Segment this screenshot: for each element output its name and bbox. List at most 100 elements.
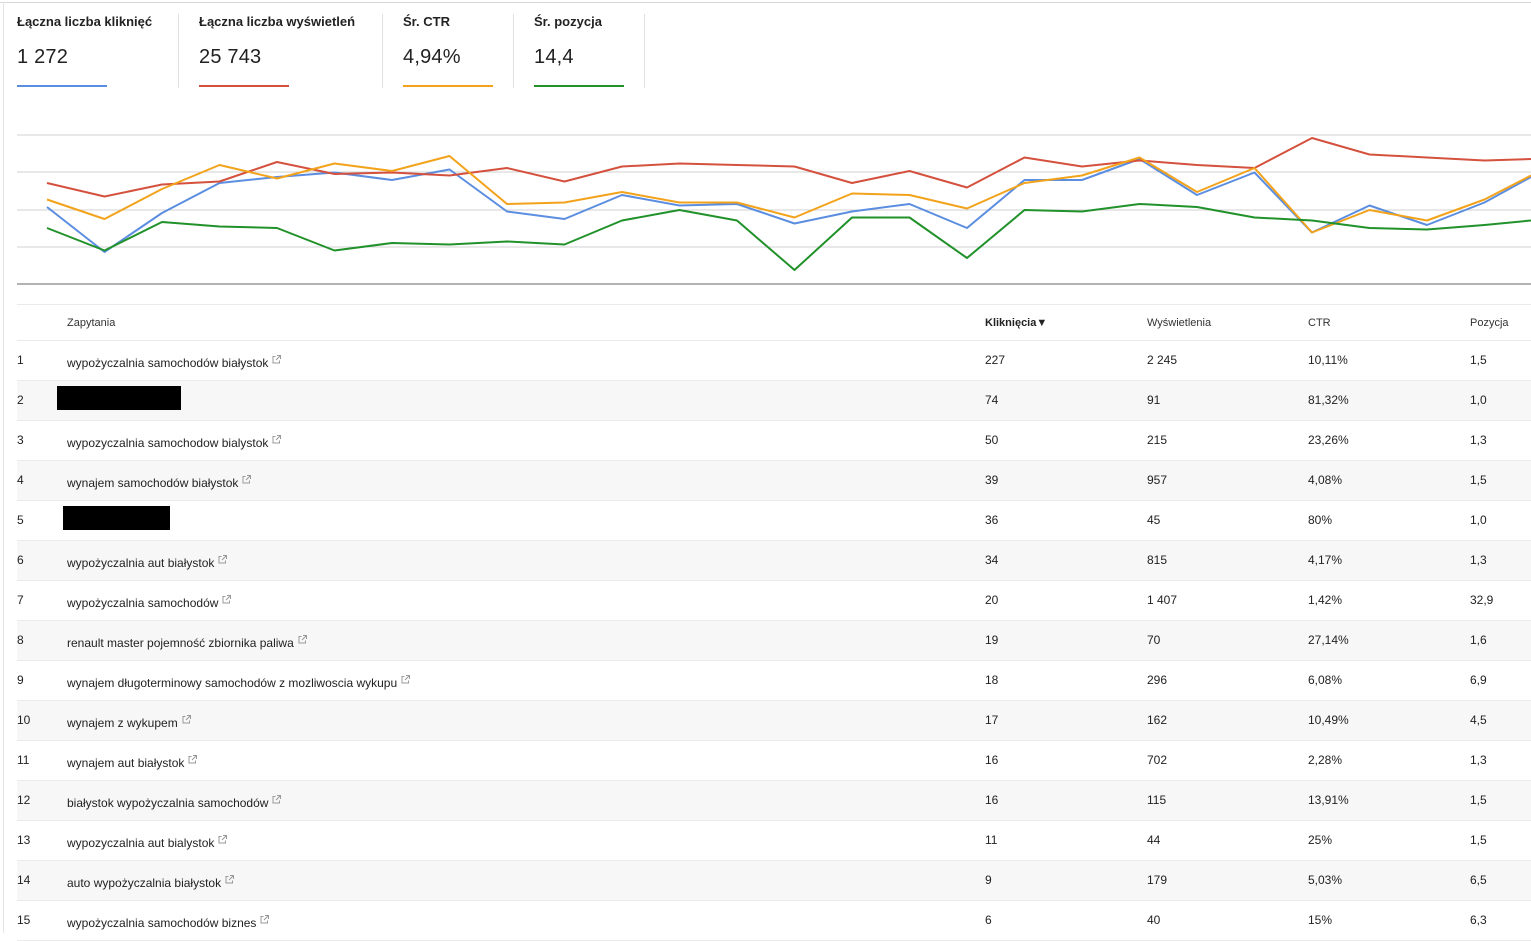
header-ctr[interactable]: CTR xyxy=(1308,317,1331,329)
clicks-cell: 20 xyxy=(985,593,999,607)
external-link-icon[interactable] xyxy=(272,353,282,364)
query-cell[interactable]: wypozyczalnia aut bialystok xyxy=(67,833,228,850)
external-link-icon[interactable] xyxy=(225,873,235,884)
position-cell: 4,5 xyxy=(1470,713,1487,727)
metric-position[interactable]: Śr. pozycja 14,4 xyxy=(534,14,624,88)
clicks-cell: 9 xyxy=(985,873,992,887)
series-line-1 xyxy=(46,137,1531,198)
metric-ctr-color-bar xyxy=(403,85,493,87)
query-cell[interactable]: renault master pojemność zbiornika paliw… xyxy=(67,633,307,650)
ctr-cell: 5,03% xyxy=(1308,873,1343,887)
query-text[interactable]: wypożyczalnia samochodów białystok xyxy=(67,356,269,370)
external-link-icon[interactable] xyxy=(260,913,270,924)
position-cell: 32,9 xyxy=(1470,593,1494,607)
query-cell[interactable]: wynajem samochodów białystok xyxy=(67,473,252,490)
query-text[interactable]: wypożyczalnia samochodów biznes xyxy=(67,916,257,930)
metric-ctr[interactable]: Śr. CTR 4,94% xyxy=(403,14,493,88)
table-row[interactable]: 2 74 91 81,32% 1,0 xyxy=(17,381,1531,421)
clicks-cell: 34 xyxy=(985,553,999,567)
query-cell[interactable]: auto wypożyczalnia białystok xyxy=(67,873,235,890)
table-row[interactable]: 14 auto wypożyczalnia białystok 9 179 5,03% 6… xyxy=(17,861,1531,901)
table-row[interactable]: 3 wypozyczalnia samochodow bialystok 50 215… xyxy=(17,421,1531,461)
header-impressions[interactable]: Wyświetlenia xyxy=(1147,317,1212,329)
query-cell[interactable]: wypożyczalnia aut białystok xyxy=(67,553,228,570)
external-link-icon[interactable] xyxy=(272,793,282,804)
metric-position-color-bar xyxy=(534,85,624,87)
external-link-icon[interactable] xyxy=(222,593,232,604)
table-row[interactable]: 1 wypożyczalnia samochodów białystok 227 2 … xyxy=(17,341,1531,381)
position-cell: 6,9 xyxy=(1470,673,1487,687)
query-text[interactable]: auto wypożyczalnia białystok xyxy=(67,876,222,890)
external-link-icon[interactable] xyxy=(218,553,228,564)
clicks-cell: 50 xyxy=(985,433,999,447)
impressions-cell: 957 xyxy=(1147,473,1168,487)
metric-impressions-label: Łączna liczba wyświetleń xyxy=(199,14,356,29)
query-text[interactable]: wypozyczalnia aut bialystok xyxy=(67,836,215,850)
query-cell[interactable]: wypożyczalnia samochodów białystok xyxy=(67,353,282,370)
query-cell[interactable]: wypożyczalnia samochodów xyxy=(67,593,232,610)
ctr-cell: 1,42% xyxy=(1308,593,1343,607)
series-line-3 xyxy=(46,203,1531,271)
query-text[interactable]: wynajem długoterminowy samochodów z mozl… xyxy=(67,676,398,690)
row-number: 3 xyxy=(17,433,24,447)
position-cell: 1,6 xyxy=(1470,633,1487,647)
external-link-icon[interactable] xyxy=(401,673,411,684)
query-text[interactable]: renault master pojemność zbiornika paliw… xyxy=(67,636,294,650)
position-cell: 1,5 xyxy=(1470,833,1487,847)
query-cell[interactable]: białystok wypożyczalnia samochodów xyxy=(67,793,282,810)
position-cell: 6,5 xyxy=(1470,873,1487,887)
external-link-icon[interactable] xyxy=(182,713,191,724)
header-queries[interactable]: Zapytania xyxy=(67,317,116,329)
clicks-cell: 16 xyxy=(985,753,999,767)
query-cell[interactable]: wypozyczalnia samochodow bialystok xyxy=(67,433,282,450)
query-text[interactable]: wypożyczalnia aut białystok xyxy=(67,556,215,570)
impressions-cell: 115 xyxy=(1147,793,1167,807)
table-row[interactable]: 8 renault master pojemność zbiornika pali… xyxy=(17,621,1531,661)
table-row[interactable]: 10 wynajem z wykupem 17 162 10,49% 4,5 xyxy=(17,701,1531,741)
external-link-icon[interactable] xyxy=(188,753,198,764)
position-cell: 1,3 xyxy=(1470,553,1487,567)
query-cell[interactable]: wynajem z wykupem xyxy=(67,713,191,730)
impressions-cell: 44 xyxy=(1147,833,1161,847)
external-link-icon[interactable] xyxy=(298,633,307,644)
ctr-cell: 2,28% xyxy=(1308,753,1343,767)
query-text[interactable]: wypożyczalnia samochodów xyxy=(67,596,219,610)
header-clicks-sorted[interactable]: Kliknięcia▼ xyxy=(985,317,1048,329)
row-number: 13 xyxy=(17,833,31,847)
table-row[interactable]: 15 wypożyczalnia samochodów biznes 6 40 15% 6… xyxy=(17,901,1531,941)
table-row[interactable]: 5 36 45 80% 1,0 xyxy=(17,501,1531,541)
clicks-cell: 39 xyxy=(985,473,999,487)
table-row[interactable]: 6 wypożyczalnia aut białystok 34 815 4,17% 1,… xyxy=(17,541,1531,581)
table-row[interactable]: 7 wypożyczalnia samochodów 20 1 407 1,42% 32,… xyxy=(17,581,1531,621)
table-row[interactable]: 11 wynajem aut białystok 16 702 2,28% 1,3 xyxy=(17,741,1531,781)
header-position[interactable]: Pozycja xyxy=(1470,317,1509,329)
redacted-query-block xyxy=(57,386,181,410)
query-text[interactable]: wynajem z wykupem xyxy=(67,716,178,730)
query-cell[interactable]: wynajem aut białystok xyxy=(67,753,198,770)
position-cell: 1,3 xyxy=(1470,433,1487,447)
query-cell[interactable]: wynajem długoterminowy samochodów z mozl… xyxy=(67,673,411,690)
ctr-cell: 4,17% xyxy=(1308,553,1343,567)
query-text[interactable]: białystok wypożyczalnia samochodów xyxy=(67,796,269,810)
ctr-cell: 23,26% xyxy=(1308,433,1349,447)
table-row[interactable]: 4 wynajem samochodów białystok 39 957 4,08% 1… xyxy=(17,461,1531,501)
external-link-icon[interactable] xyxy=(218,833,228,844)
metric-impressions-color-bar xyxy=(199,85,289,87)
query-text[interactable]: wypozyczalnia samochodow bialystok xyxy=(67,436,269,450)
table-row[interactable]: 13 wypozyczalnia aut bialystok 11 44 25% 1,5 xyxy=(17,821,1531,861)
ctr-cell: 81,32% xyxy=(1308,393,1349,407)
clicks-cell: 6 xyxy=(985,913,992,927)
ctr-cell: 4,08% xyxy=(1308,473,1343,487)
ctr-cell: 6,08% xyxy=(1308,673,1343,687)
metric-ctr-label: Śr. CTR xyxy=(403,14,450,29)
metric-divider xyxy=(644,14,645,88)
table-row[interactable]: 9 wynajem długoterminowy samochodów z moz… xyxy=(17,661,1531,701)
external-link-icon[interactable] xyxy=(242,473,252,484)
table-row[interactable]: 12 białystok wypożyczalnia samochodów 16 11… xyxy=(17,781,1531,821)
metric-clicks[interactable]: Łączna liczba kliknięć 1 272 xyxy=(17,14,152,88)
external-link-icon[interactable] xyxy=(272,433,282,444)
query-cell[interactable]: wypożyczalnia samochodów biznes xyxy=(67,913,270,930)
query-text[interactable]: wynajem aut białystok xyxy=(67,756,185,770)
metric-impressions[interactable]: Łączna liczba wyświetleń 25 743 xyxy=(199,14,355,88)
query-text[interactable]: wynajem samochodów białystok xyxy=(67,476,239,490)
